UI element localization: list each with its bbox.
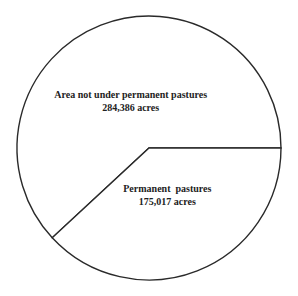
- svg-text:Permanent pastures175,017 acr: Permanent pastures175,017 acres: [123, 183, 211, 207]
- svg-text:Area not under permanent pastu: Area not under permanent pastures284,386…: [54, 89, 207, 113]
